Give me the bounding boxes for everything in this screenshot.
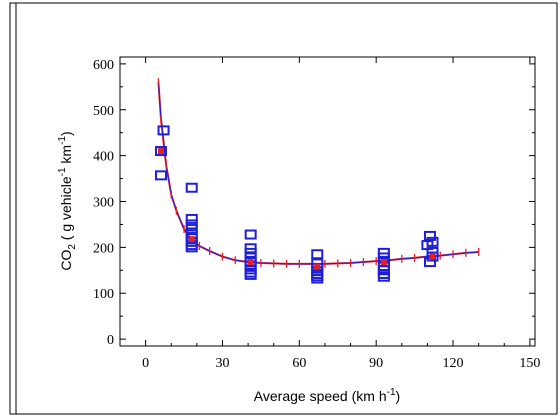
measured-point <box>157 125 170 136</box>
measured-point <box>185 213 198 224</box>
mean-point <box>380 259 387 266</box>
measured-point <box>426 251 439 262</box>
measured-point <box>244 269 257 280</box>
x-tick-label: 30 <box>215 356 229 371</box>
fitted-line-red <box>157 82 479 265</box>
fitted-curve <box>157 82 479 265</box>
mean-point <box>314 263 321 270</box>
measured-point <box>423 230 436 241</box>
measured-point <box>311 271 324 282</box>
y-tick-label: 300 <box>93 196 114 211</box>
fitted-line-blue <box>157 82 479 265</box>
axis-ticks: 0 30 60 90 120 150 0 100 200 300 400 500 600 <box>93 57 540 371</box>
y-tick-label: 400 <box>93 150 114 165</box>
measured-point <box>244 229 257 240</box>
measured-point <box>185 224 198 235</box>
outer-border <box>9 2 558 415</box>
y-tick-label: 200 <box>93 241 114 256</box>
y-axis-label: CO2 ( g vehicle-1 km-1) <box>57 131 78 270</box>
measured-point <box>185 182 198 193</box>
plot-area <box>119 56 536 347</box>
y-tick-label: 500 <box>93 104 114 119</box>
mean-point <box>429 253 436 260</box>
x-tick-label: 90 <box>369 356 383 371</box>
measured-point <box>154 146 167 157</box>
data-marks <box>154 78 480 284</box>
x-tick-label: 60 <box>292 356 306 371</box>
y-tick-label: 0 <box>107 333 114 348</box>
x-axis-label: Average speed (km h-1) <box>254 387 400 404</box>
measured-point <box>154 170 167 181</box>
y-tick-label: 600 <box>93 58 114 73</box>
measured-point <box>311 249 324 260</box>
mean-point <box>188 236 195 243</box>
mean-point <box>157 148 164 155</box>
x-tick-label: 0 <box>142 356 149 371</box>
y-tick-label: 100 <box>93 287 114 302</box>
measured-point <box>311 273 324 284</box>
x-tick-label: 150 <box>519 356 540 371</box>
measured-point <box>377 271 390 282</box>
mean-point <box>247 259 254 266</box>
x-tick-label: 120 <box>443 356 464 371</box>
measured-point <box>185 242 198 253</box>
